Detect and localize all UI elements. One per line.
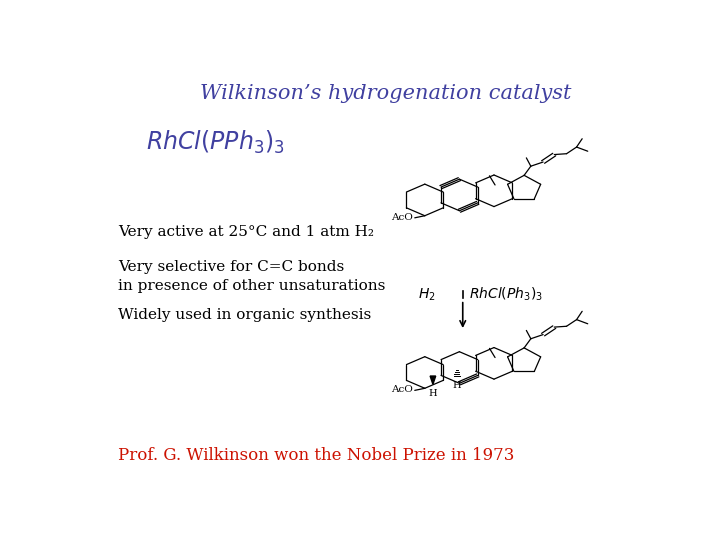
Text: Very selective for C=C bonds
in presence of other unsaturations: Very selective for C=C bonds in presence… bbox=[118, 260, 385, 293]
Text: $H_2$: $H_2$ bbox=[418, 286, 436, 302]
Text: AcO: AcO bbox=[391, 213, 413, 222]
Text: $RhCl(Ph_3)_3$: $RhCl(Ph_3)_3$ bbox=[469, 286, 544, 303]
Text: Very active at 25°C and 1 atm H₂: Very active at 25°C and 1 atm H₂ bbox=[118, 225, 374, 239]
Polygon shape bbox=[430, 376, 436, 384]
Text: H: H bbox=[453, 381, 462, 390]
Text: Wilkinson’s hydrogenation catalyst: Wilkinson’s hydrogenation catalyst bbox=[200, 84, 572, 103]
Text: $\mathit{RhCl(PPh_3)_3}$: $\mathit{RhCl(PPh_3)_3}$ bbox=[145, 129, 284, 157]
Text: Widely used in organic synthesis: Widely used in organic synthesis bbox=[118, 308, 371, 322]
Text: Prof. G. Wilkinson won the Nobel Prize in 1973: Prof. G. Wilkinson won the Nobel Prize i… bbox=[118, 447, 514, 464]
Text: AcO: AcO bbox=[391, 386, 413, 394]
Text: H: H bbox=[428, 389, 437, 399]
